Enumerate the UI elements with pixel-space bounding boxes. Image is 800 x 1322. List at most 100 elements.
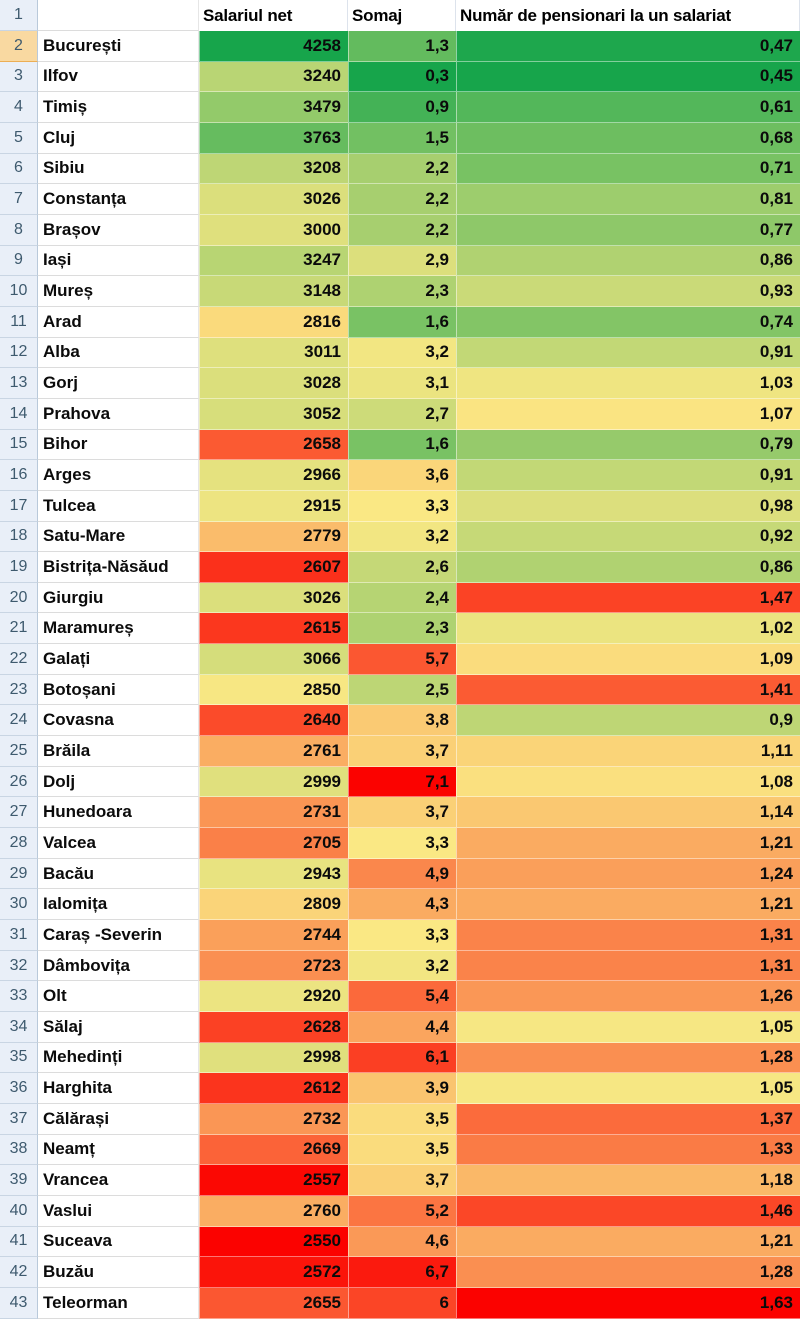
pensioners-cell[interactable]: 1,28 [456, 1257, 800, 1288]
row-number[interactable]: 42 [0, 1257, 38, 1288]
row-number[interactable]: 25 [0, 736, 38, 767]
pensioners-cell[interactable]: 0,47 [456, 31, 800, 62]
pensioners-cell[interactable]: 1,18 [456, 1165, 800, 1196]
county-name-cell[interactable]: Arges [38, 460, 199, 491]
county-name-cell[interactable]: Dâmbovița [38, 950, 199, 982]
county-name-cell[interactable]: Alba [38, 337, 199, 369]
pensioners-cell[interactable]: 1,31 [456, 950, 800, 982]
salary-cell[interactable]: 2723 [199, 950, 348, 982]
salary-cell[interactable]: 2915 [199, 490, 348, 522]
county-name-cell[interactable]: Gorj [38, 368, 199, 399]
somaj-cell[interactable]: 3,9 [348, 1073, 456, 1104]
somaj-cell[interactable]: 6,1 [348, 1042, 456, 1074]
somaj-cell[interactable]: 2,2 [348, 184, 456, 215]
pensioners-cell[interactable]: 1,09 [456, 644, 800, 675]
salary-cell[interactable]: 2658 [199, 429, 348, 461]
row-number[interactable]: 8 [0, 214, 38, 246]
row-number[interactable]: 39 [0, 1165, 38, 1196]
pensioners-cell[interactable]: 0,98 [456, 490, 800, 522]
salary-cell[interactable]: 3240 [199, 61, 348, 93]
county-name-cell[interactable]: Ilfov [38, 61, 199, 93]
header-county-blank[interactable] [38, 0, 199, 31]
salary-cell[interactable]: 2732 [199, 1103, 348, 1135]
somaj-cell[interactable]: 1,3 [348, 31, 456, 62]
county-name-cell[interactable]: Mureș [38, 276, 199, 307]
somaj-cell[interactable]: 5,7 [348, 644, 456, 675]
row-number[interactable]: 29 [0, 858, 38, 890]
somaj-cell[interactable]: 2,5 [348, 674, 456, 706]
somaj-cell[interactable]: 6 [348, 1287, 456, 1319]
salary-cell[interactable]: 3026 [199, 184, 348, 215]
county-name-cell[interactable]: Giurgiu [38, 582, 199, 614]
salary-cell[interactable]: 3479 [199, 92, 348, 123]
county-name-cell[interactable]: Covasna [38, 705, 199, 737]
pensioners-cell[interactable]: 1,03 [456, 368, 800, 399]
pensioners-cell[interactable]: 0,45 [456, 61, 800, 93]
somaj-cell[interactable]: 1,6 [348, 306, 456, 338]
county-name-cell[interactable]: Arad [38, 306, 199, 338]
somaj-cell[interactable]: 3,2 [348, 337, 456, 369]
pensioners-cell[interactable]: 0,9 [456, 705, 800, 737]
row-number[interactable]: 43 [0, 1287, 38, 1319]
county-name-cell[interactable]: Teleorman [38, 1287, 199, 1319]
row-number[interactable]: 5 [0, 122, 38, 154]
somaj-cell[interactable]: 3,7 [348, 1165, 456, 1196]
salary-cell[interactable]: 2850 [199, 674, 348, 706]
row-number[interactable]: 16 [0, 460, 38, 491]
pensioners-cell[interactable]: 0,79 [456, 429, 800, 461]
county-name-cell[interactable]: Vaslui [38, 1195, 199, 1227]
pensioners-cell[interactable]: 0,68 [456, 122, 800, 154]
row-number[interactable]: 27 [0, 797, 38, 829]
row-number[interactable]: 35 [0, 1042, 38, 1074]
salary-cell[interactable]: 2779 [199, 521, 348, 553]
county-name-cell[interactable]: Botoșani [38, 674, 199, 706]
somaj-cell[interactable]: 2,3 [348, 276, 456, 307]
somaj-cell[interactable]: 2,9 [348, 245, 456, 277]
pensioners-cell[interactable]: 1,31 [456, 920, 800, 951]
county-name-cell[interactable]: Suceava [38, 1226, 199, 1258]
salary-cell[interactable]: 2809 [199, 889, 348, 921]
somaj-cell[interactable]: 3,7 [348, 736, 456, 767]
row-number[interactable]: 32 [0, 950, 38, 982]
header-somaj[interactable]: Somaj [348, 0, 456, 31]
salary-cell[interactable]: 3066 [199, 644, 348, 675]
county-name-cell[interactable]: Timiș [38, 92, 199, 123]
county-name-cell[interactable]: Vrancea [38, 1165, 199, 1196]
salary-cell[interactable]: 3000 [199, 214, 348, 246]
county-name-cell[interactable]: București [38, 31, 199, 62]
pensioners-cell[interactable]: 1,08 [456, 766, 800, 798]
row-number[interactable]: 41 [0, 1226, 38, 1258]
row-number[interactable]: 3 [0, 61, 38, 93]
salary-cell[interactable]: 2761 [199, 736, 348, 767]
somaj-cell[interactable]: 3,6 [348, 460, 456, 491]
row-number[interactable]: 6 [0, 153, 38, 185]
row-number[interactable]: 30 [0, 889, 38, 921]
salary-cell[interactable]: 2615 [199, 613, 348, 645]
salary-cell[interactable]: 2816 [199, 306, 348, 338]
row-number[interactable]: 40 [0, 1195, 38, 1227]
county-name-cell[interactable]: Ialomița [38, 889, 199, 921]
salary-cell[interactable]: 2655 [199, 1287, 348, 1319]
pensioners-cell[interactable]: 1,47 [456, 582, 800, 614]
row-number[interactable]: 28 [0, 828, 38, 859]
county-name-cell[interactable]: Brașov [38, 214, 199, 246]
row-number[interactable]: 9 [0, 245, 38, 277]
row-number[interactable]: 14 [0, 398, 38, 430]
salary-cell[interactable]: 3763 [199, 122, 348, 154]
row-number[interactable]: 7 [0, 184, 38, 215]
somaj-cell[interactable]: 4,4 [348, 1012, 456, 1043]
somaj-cell[interactable]: 0,9 [348, 92, 456, 123]
row-number[interactable]: 11 [0, 306, 38, 338]
pensioners-cell[interactable]: 1,02 [456, 613, 800, 645]
salary-cell[interactable]: 2669 [199, 1134, 348, 1166]
pensioners-cell[interactable]: 1,21 [456, 1226, 800, 1258]
somaj-cell[interactable]: 3,8 [348, 705, 456, 737]
county-name-cell[interactable]: Sibiu [38, 153, 199, 185]
row-number[interactable]: 31 [0, 920, 38, 951]
somaj-cell[interactable]: 6,7 [348, 1257, 456, 1288]
salary-cell[interactable]: 3247 [199, 245, 348, 277]
county-name-cell[interactable]: Mehedinți [38, 1042, 199, 1074]
somaj-cell[interactable]: 0,3 [348, 61, 456, 93]
pensioners-cell[interactable]: 0,86 [456, 552, 800, 583]
somaj-cell[interactable]: 2,2 [348, 214, 456, 246]
